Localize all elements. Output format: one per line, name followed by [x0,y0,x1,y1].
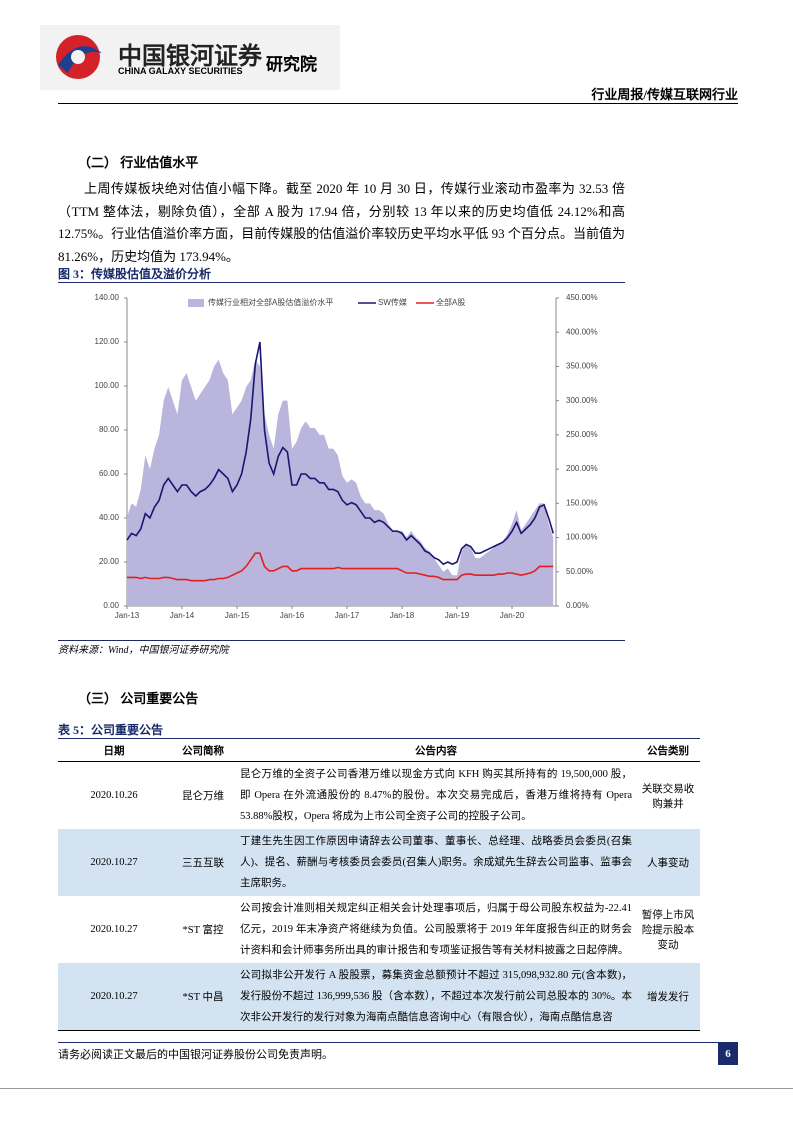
table-row: 2020.10.27 三五互联 丁建生先生因工作原因申请辞去公司董事、董事长、总经理… [58,829,700,896]
y2-tick-label: 150.00% [566,498,598,507]
rule [58,1042,738,1043]
page-number: 6 [718,1043,738,1065]
logo-sub: 研究院 [266,55,317,75]
area [127,359,554,606]
header-cell: 公司简称 [170,738,236,762]
table-cell: 人事变动 [636,829,700,896]
y2-tick-label: 100.00% [566,533,598,542]
x-tick-label: Jan-15 [225,611,250,620]
table-cell: 暂停上市风险提示股本变动 [641,910,695,951]
table-cell: 增发发行 [636,963,700,1031]
table-cell: 公司按会计准则相关规定纠正相关会计处理事项后，归属于母公司股东权益为-22.41… [240,903,632,956]
table-cell: 2020.10.27 [58,829,170,896]
y2-tick-label: 250.00% [566,430,598,439]
y-tick-label: 120.00 [95,337,120,346]
section-title: （二） 行业估值水平 [78,155,199,170]
y-tick-label: 40.00 [99,513,120,522]
table-cell: *ST 中昌 [170,963,236,1031]
paragraph: 上周传媒板块绝对估值小幅下降。截至 2020 年 10 月 30 日，传媒行业滚… [58,181,625,264]
table-row: 2020.10.27 *ST 中昌 公司拟非公开发行 A 股股票，募集资金总额预计不… [58,963,700,1031]
y2-tick-label: 400.00% [566,327,598,336]
x-tick-label: Jan-14 [170,611,195,620]
line [126,341,555,566]
table-row: 2020.10.27 *ST 富控 公司按会计准则相关规定纠正相关会计处理事项后，归… [58,896,700,963]
y-tick-label: 0.00 [103,601,119,610]
table-cell: 昆仑万维的全资子公司香港万维以现金方式向 KFH 购买其所持有的 19,500,… [240,769,632,822]
table-cell: *ST 富控 [182,925,224,936]
y2-tick-label: 350.00% [566,362,598,371]
x-tick-label: Jan-20 [500,611,525,620]
table-cell: 公司拟非公开发行 A 股股票，募集资金总额预计不超过 315,098,932.8… [236,963,636,1031]
figure-caption: 图 3：传媒股估值及溢价分析 [58,267,212,281]
table-cell: 2020.10.27 [58,963,170,1031]
header-cell: 公告内容 [236,738,636,762]
disclaimer: 请务必阅读正文最后的中国银河证券股份公司免责声明。 [58,1049,333,1061]
y2-tick-label: 50.00% [566,567,593,576]
table-caption: 表 5：公司重要公告 [58,723,164,737]
y2-tick-label: 300.00% [566,396,598,405]
legend-label: 全部A股 [436,297,465,307]
y2-tick-label: 0.00% [566,601,589,610]
table-cell: 昆仑万维 [182,791,224,802]
table-cell: 2020.10.27 [90,924,138,935]
logo-en: CHINA GALAXY SECURITIES [118,66,243,76]
page-edge [0,1088,793,1089]
x-tick-label: Jan-16 [280,611,305,620]
legend-label: 传媒行业相对全部A股估值溢价水平 [208,297,333,307]
section-title: （三） 公司重要公告 [78,691,199,706]
table-cell: 2020.10.26 [90,790,138,801]
logo [40,25,340,90]
header-row: 日期 公司简称 公告内容 公告类别 [58,738,700,762]
logo-cn: 中国银河证券 [118,42,262,70]
legend-label: SW传媒 [378,297,407,307]
table-cell: 三五互联 [170,829,236,896]
y2-tick-label: 200.00% [566,464,598,473]
x-tick-label: Jan-19 [445,611,470,620]
x-tick-label: Jan-13 [115,611,140,620]
rule [58,103,738,104]
table-row: 2020.10.26 昆仑万维 昆仑万维的全资子公司香港万维以现金方式向 KFH 购… [58,762,700,830]
y-tick-label: 60.00 [99,469,120,478]
x-tick-label: Jan-18 [390,611,415,620]
chart: 0.00 20.00 40.00 60.00 80.00 100.00 120.00 140.… [95,293,598,620]
y2-tick-label: 450.00% [566,293,598,302]
y-tick-label: 100.00 [95,381,120,390]
rule [58,282,625,283]
line [127,552,554,582]
y-tick-label: 20.00 [99,557,120,566]
header-cell: 公告类别 [636,738,700,762]
header-cell: 日期 [58,738,170,762]
legend-swatch [188,299,204,307]
table-cell: 关联交易收购兼并 [641,783,695,810]
table: 日期 公司简称 公告内容 公告类别 2020.10.26 昆仑万维 昆仑万维的全资子公司香… [58,738,700,1031]
source: 资料来源：Wind，中国银河证券研究院 [58,645,229,656]
y-tick-label: 140.00 [95,293,120,302]
x-tick-label: Jan-17 [335,611,360,620]
y-tick-label: 80.00 [99,425,120,434]
table-cell: 丁建生先生因工作原因申请辞去公司董事、董事长、总经理、战略委员会委员(召集人)、… [236,829,636,896]
rule [58,640,625,641]
report-type: 行业周报/传媒互联网行业 [591,87,738,102]
